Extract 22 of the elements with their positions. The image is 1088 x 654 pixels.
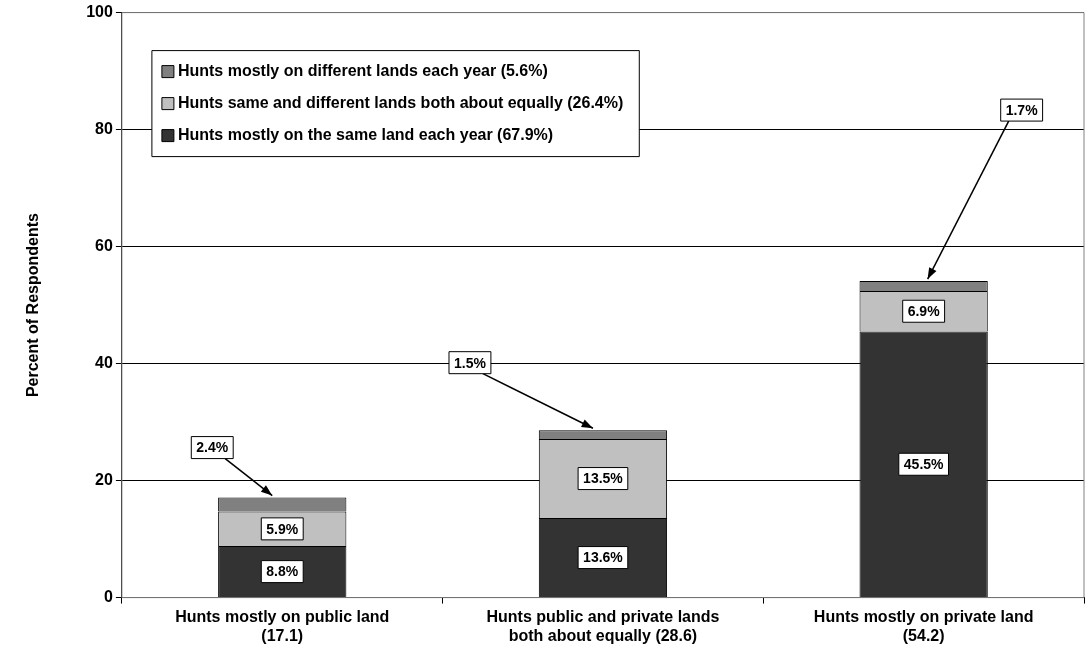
x-tick-label: Hunts mostly on public land (17.1) — [175, 607, 390, 644]
data-label: 5.9% — [266, 520, 299, 537]
y-tick-label: 40 — [95, 354, 113, 372]
y-tick-label: 80 — [95, 120, 113, 138]
y-tick-label: 60 — [95, 237, 113, 255]
data-label: 1.7% — [1005, 101, 1039, 118]
data-label: 1.5% — [453, 354, 487, 371]
legend-label: Hunts mostly on different lands each year (5.6%) — [177, 62, 548, 80]
x-tick-label: Hunts public and private lands both about equally (28.6) — [486, 607, 720, 644]
y-tick-label: 20 — [95, 471, 113, 489]
y-axis-title: Percent of Respondents — [24, 212, 42, 398]
y-tick-label: 0 — [103, 588, 113, 606]
y-tick-label: 100 — [86, 3, 113, 21]
data-label: 13.5% — [583, 470, 624, 487]
data-label: 8.8% — [266, 563, 299, 580]
data-label: 45.5% — [903, 456, 945, 473]
legend-label: Hunts same and different lands both about equally (26.4%) — [177, 94, 624, 112]
x-tick-label: Hunts mostly on private land (54.2) — [813, 607, 1034, 644]
data-label: 13.6% — [583, 549, 624, 566]
data-label: 2.4% — [196, 439, 229, 456]
legend-label: Hunts mostly on the same land each year (67.9%) — [177, 126, 554, 144]
data-label: 6.9% — [907, 303, 941, 320]
